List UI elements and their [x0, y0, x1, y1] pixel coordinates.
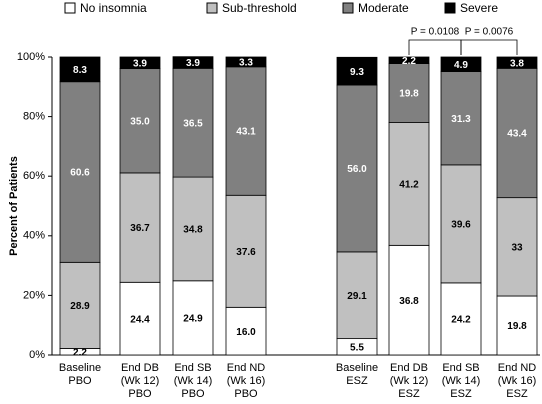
value-label: 24.9: [183, 314, 203, 325]
value-label: 16.0: [236, 327, 256, 338]
bar-segment: [225, 66, 267, 196]
bar-segment: [172, 67, 214, 178]
bar-segment: [388, 122, 430, 246]
value-label: 37.6: [236, 247, 256, 258]
value-label: 43.1: [236, 127, 256, 138]
value-label: 31.3: [451, 114, 471, 125]
bar-segment: [388, 244, 430, 356]
value-label: 5.5: [350, 342, 364, 353]
value-label: 35.0: [130, 116, 150, 127]
bracket: [408, 39, 462, 55]
value-label: 56.0: [347, 164, 367, 175]
bracket: [460, 39, 518, 55]
bar-segment: [119, 281, 161, 356]
bar-segment: [440, 164, 482, 284]
y-tick-label: 80%: [23, 111, 45, 123]
bar-segment: [496, 56, 538, 69]
value-label: 39.6: [451, 220, 471, 231]
bar-segment: [496, 67, 538, 199]
value-label: 36.5: [183, 118, 203, 129]
bar-segment: [440, 56, 482, 73]
bar-segment: [388, 63, 430, 123]
value-label: 24.2: [451, 315, 471, 326]
bar-segment: [388, 56, 430, 64]
legend-swatch: [206, 2, 218, 14]
x-tick-label: End ND (Wk 16) ESZ: [497, 362, 537, 400]
value-label: 3.9: [133, 58, 147, 69]
value-label: 19.8: [507, 321, 527, 332]
y-tick-label: 20%: [23, 289, 45, 301]
x-tick-label: Baseline PBO: [58, 362, 102, 387]
value-label: 34.8: [183, 225, 203, 236]
value-label: 4.9: [454, 60, 468, 71]
value-label: 29.1: [347, 291, 367, 302]
legend-swatch: [444, 2, 456, 14]
value-label: 28.9: [70, 301, 90, 312]
value-label: 24.4: [130, 314, 150, 325]
bar-segment: [119, 172, 161, 283]
y-tick-label: 40%: [23, 230, 45, 242]
value-label: 33: [511, 242, 523, 253]
value-label: 8.3: [73, 65, 87, 76]
legend-swatch: [342, 2, 354, 14]
bar-segment: [440, 282, 482, 356]
x-tick-label: End ND (Wk 16) PBO: [226, 362, 266, 400]
bar-segment: [119, 68, 161, 174]
y-tick-label: 0%: [29, 349, 45, 361]
legend-label: Moderate: [358, 1, 409, 15]
value-label: 60.6: [70, 168, 90, 179]
value-label: 19.8: [399, 89, 419, 100]
legend-swatch: [64, 2, 76, 14]
y-axis-label: Percent of Patients: [8, 156, 20, 256]
value-label: 3.9: [186, 58, 200, 69]
value-label: 3.3: [239, 58, 253, 69]
bar-segment: [172, 280, 214, 356]
x-tick-label: Baseline ESZ: [335, 362, 379, 387]
bar-segment: [172, 56, 214, 69]
legend-label: No insomnia: [80, 1, 147, 15]
x-tick-label: End SB (Wk 14) ESZ: [441, 362, 481, 400]
annotation: P = 0.0108: [411, 27, 460, 38]
annotation: P = 0.0076: [465, 27, 514, 38]
y-tick-label: 60%: [23, 170, 45, 182]
legend-label: Sub-threshold: [222, 1, 297, 15]
value-label: 9.3: [350, 67, 364, 78]
bar-segment: [172, 176, 214, 282]
legend-label: Severe: [460, 1, 498, 15]
x-tick-label: End DB (Wk 12) ESZ: [389, 362, 429, 400]
value-label: 2.2: [402, 56, 416, 67]
bar-segment: [336, 251, 378, 340]
bar-segment: [59, 56, 101, 83]
bar-segment: [225, 306, 267, 356]
value-label: 43.4: [507, 129, 527, 140]
x-tick-label: End DB (Wk 12) PBO: [120, 362, 160, 400]
bar-segment: [336, 56, 378, 86]
value-label: 3.8: [510, 58, 524, 69]
value-label: 41.2: [399, 180, 419, 191]
bar-segment: [496, 197, 538, 297]
bar-segment: [225, 56, 267, 68]
y-tick-label: 100%: [17, 51, 45, 63]
bar-segment: [59, 81, 101, 263]
bar-segment: [496, 295, 538, 356]
value-label: 2.2: [73, 347, 87, 358]
bar-segment: [336, 84, 378, 253]
x-tick-label: End SB (Wk 14) PBO: [173, 362, 213, 400]
bar-segment: [119, 56, 161, 70]
value-label: 36.7: [130, 223, 150, 234]
bar-segment: [440, 71, 482, 166]
value-label: 36.8: [399, 296, 419, 307]
